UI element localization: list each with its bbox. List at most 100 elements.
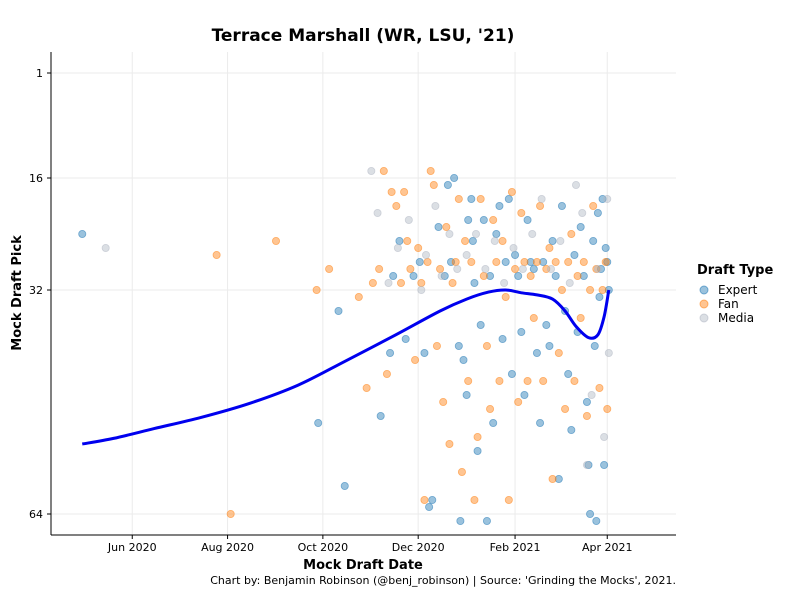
fan-point bbox=[354, 292, 363, 301]
expert-point bbox=[504, 194, 513, 203]
expert-point bbox=[582, 397, 591, 406]
fan-point bbox=[429, 180, 438, 189]
media-point bbox=[603, 194, 612, 203]
fan-point bbox=[400, 187, 409, 196]
expert-point bbox=[470, 278, 479, 287]
expert-point bbox=[529, 264, 538, 273]
fan-point bbox=[396, 278, 405, 287]
legend-fan-marker bbox=[699, 299, 709, 309]
expert-point bbox=[468, 236, 477, 245]
expert-point bbox=[548, 236, 557, 245]
fan-point bbox=[501, 292, 510, 301]
x-tick-label: Feb 2021 bbox=[490, 541, 541, 554]
fan-point bbox=[457, 467, 466, 476]
expert-point bbox=[450, 173, 459, 182]
expert-point bbox=[415, 257, 424, 266]
fan-point bbox=[486, 404, 495, 413]
fan-point bbox=[551, 257, 560, 266]
expert-point bbox=[498, 334, 507, 343]
fan-point bbox=[523, 376, 532, 385]
media-point bbox=[582, 460, 591, 469]
fan-point bbox=[520, 257, 529, 266]
expert-point bbox=[459, 355, 468, 364]
expert-point bbox=[567, 425, 576, 434]
expert-point bbox=[586, 509, 595, 518]
fan-point bbox=[532, 257, 541, 266]
media-point bbox=[518, 264, 527, 273]
expert-point bbox=[476, 320, 485, 329]
fan-point bbox=[536, 201, 545, 210]
fan-point bbox=[476, 194, 485, 203]
expert-point bbox=[492, 229, 501, 238]
media-point bbox=[528, 229, 537, 238]
x-tick-label: Jun 2020 bbox=[107, 541, 157, 554]
expert-point bbox=[486, 271, 495, 280]
expert-point bbox=[386, 348, 395, 357]
y-tick-label: 64 bbox=[29, 508, 43, 521]
trend-line bbox=[81, 288, 611, 446]
fan-point bbox=[439, 397, 448, 406]
expert-point bbox=[482, 517, 491, 526]
expert-point bbox=[454, 341, 463, 350]
fan-point bbox=[403, 236, 412, 245]
fan-point bbox=[586, 285, 595, 294]
fan-point bbox=[420, 495, 429, 504]
expert-point bbox=[511, 250, 520, 259]
y-tick-label: 32 bbox=[29, 284, 43, 297]
fan-point bbox=[312, 285, 321, 294]
x-tick-label: Oct 2020 bbox=[298, 541, 349, 554]
expert-point bbox=[570, 250, 579, 259]
grid bbox=[51, 52, 676, 535]
media-point bbox=[471, 229, 480, 238]
fan-point bbox=[445, 439, 454, 448]
media-point bbox=[431, 201, 440, 210]
expert-point bbox=[551, 271, 560, 280]
expert-point bbox=[428, 495, 437, 504]
fan-point bbox=[579, 257, 588, 266]
expert-point bbox=[593, 208, 602, 217]
fan-point bbox=[489, 215, 498, 224]
x-tick-label: Dec 2020 bbox=[392, 541, 445, 554]
fan-point bbox=[436, 264, 445, 273]
scatter-points bbox=[78, 166, 613, 526]
fan-point bbox=[411, 355, 420, 364]
chart-caption: Chart by: Benjamin Robinson (@benj_robin… bbox=[210, 574, 676, 587]
fan-point bbox=[498, 236, 507, 245]
media-point bbox=[462, 250, 471, 259]
expert-point bbox=[545, 341, 554, 350]
expert-point bbox=[314, 418, 323, 427]
media-point bbox=[565, 278, 574, 287]
expert-point bbox=[467, 194, 476, 203]
expert-point bbox=[507, 369, 516, 378]
media-point bbox=[437, 271, 446, 280]
media-point bbox=[481, 264, 490, 273]
fan-point bbox=[432, 341, 441, 350]
expert-point bbox=[389, 271, 398, 280]
fan-point bbox=[325, 264, 334, 273]
legend-title: Draft Type bbox=[697, 263, 773, 278]
chart-title: Terrace Marshall (WR, LSU, '21) bbox=[212, 26, 515, 46]
media-point bbox=[373, 208, 382, 217]
fan-point bbox=[442, 222, 451, 231]
fan-point bbox=[598, 285, 607, 294]
fan-point bbox=[451, 257, 460, 266]
fan-point bbox=[479, 271, 488, 280]
fan-point bbox=[511, 264, 520, 273]
media-point bbox=[490, 236, 499, 245]
legend-expert-marker bbox=[699, 285, 709, 295]
media-point bbox=[572, 180, 581, 189]
media-point bbox=[604, 348, 613, 357]
expert-point bbox=[576, 222, 585, 231]
legend-fan-label: Fan bbox=[718, 297, 739, 311]
y-axis-ticks: 1 16 32 64 bbox=[29, 67, 51, 521]
expert-point bbox=[520, 390, 529, 399]
fan-point bbox=[454, 194, 463, 203]
fan-point bbox=[448, 278, 457, 287]
fan-point bbox=[423, 257, 432, 266]
expert-point bbox=[539, 257, 548, 266]
fan-point bbox=[226, 509, 235, 518]
fan-point bbox=[557, 285, 566, 294]
media-point bbox=[578, 208, 587, 217]
fan-point bbox=[461, 236, 470, 245]
